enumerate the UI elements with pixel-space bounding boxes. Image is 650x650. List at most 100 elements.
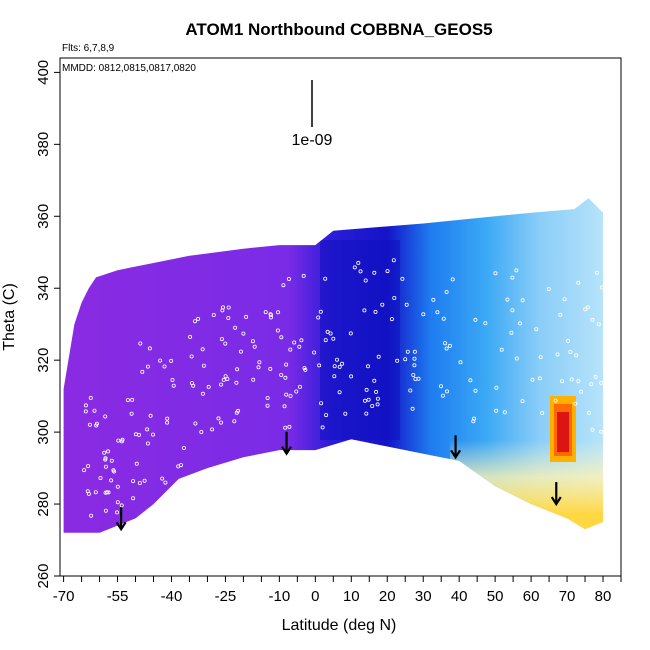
observation-point [268,315,273,320]
observation-point [348,331,353,336]
flights-annotation: Flts: 6,7,8,9 [62,43,115,54]
flight-arrow [550,482,562,507]
observation-point [140,369,145,374]
observation-point [130,397,135,402]
observation-point [86,491,91,496]
observation-point [405,349,410,354]
observation-point [596,322,601,327]
observation-point [599,429,604,434]
observation-point [86,464,91,469]
observation-point [106,449,111,454]
observation-point [472,416,477,421]
observation-point [408,388,413,393]
observation-point [337,364,342,369]
observation-point [520,298,525,303]
observation-point [88,395,93,400]
observation-point [312,350,317,355]
observation-point [404,302,409,307]
observation-point [375,396,380,401]
observation-point [98,475,103,480]
observation-point [225,376,230,381]
observation-points [82,258,604,518]
field-hotspot-peak [557,412,569,452]
observation-point [562,297,567,302]
observation-point [265,395,270,400]
observation-point [170,377,175,382]
observation-point [287,424,292,429]
observation-point [252,344,257,349]
observation-point [324,413,329,418]
observation-point [268,312,273,317]
observation-point [282,404,287,409]
observation-point [221,377,226,382]
x-tick-label: -55 [107,588,129,605]
observation-point [337,390,342,395]
observation-point [93,490,98,495]
observation-point [297,384,302,389]
observation-point [115,484,120,489]
observation-point [352,265,357,270]
observation-point [421,312,426,317]
observation-point [443,341,448,346]
observation-point [376,354,381,359]
observation-point [373,309,378,314]
observation-point [125,398,130,403]
y-tick-label: 260 [35,563,52,588]
observation-point [537,376,542,381]
observation-point [83,403,88,408]
observation-point [534,327,539,332]
observation-point [553,398,558,403]
observation-point [251,377,256,382]
observation-point [219,382,224,387]
observation-point [518,321,523,326]
observation-point [340,361,345,366]
observation-point [334,357,339,362]
observation-point [510,308,515,313]
observation-point [444,289,449,294]
observation-point [370,403,375,408]
observation-point [362,308,367,313]
observation-point [283,375,288,380]
observation-point [216,416,221,421]
y-tick-label: 300 [35,420,52,445]
observation-point [510,275,515,280]
observation-point [301,273,306,278]
observation-point [162,364,167,369]
observation-point [319,401,324,406]
observation-point [119,439,124,444]
observation-point [441,316,446,321]
observation-point [318,309,323,314]
observation-point [538,355,543,360]
x-axis: -70 -55 -40 -25 -10 0 10 20 30 40 50 60 70 80 [53,576,622,605]
observation-point [219,420,224,425]
observation-point [103,464,108,469]
observation-point [145,441,150,446]
observation-point [325,329,330,334]
observation-point [509,330,514,335]
flight-arrow [115,507,127,532]
observation-point [560,379,565,384]
observation-point [109,478,114,483]
observation-point [87,422,92,427]
observation-point [514,356,519,361]
observation-point [568,349,573,354]
observation-point [137,480,142,485]
observation-point [193,421,198,426]
dates-annotation: MMDD: 0812,0815,0817,0820 [62,63,196,74]
observation-point [412,356,417,361]
observation-point [555,352,560,357]
observation-point [473,388,478,393]
observation-point [89,513,94,518]
observation-point [238,349,243,354]
x-tick-label: 20 [379,588,396,605]
observation-point [364,411,369,416]
observation-point [546,287,551,292]
x-tick-label: 50 [487,588,504,605]
observation-point [223,374,228,379]
observation-point [150,432,155,437]
observation-point [349,374,354,379]
observation-point [138,341,143,346]
observation-point [299,338,304,343]
observation-point [530,377,535,382]
